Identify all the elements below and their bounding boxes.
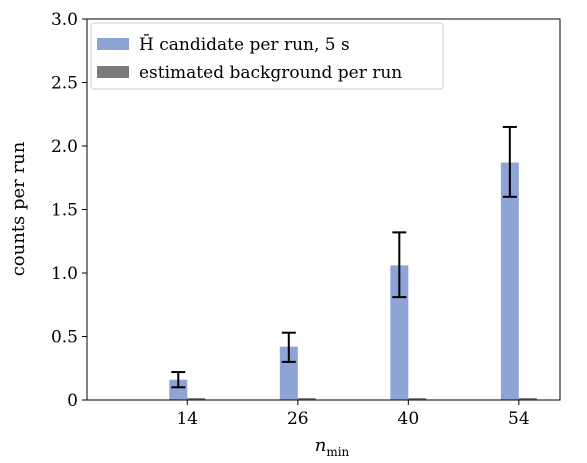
legend-label-background: estimated background per run <box>139 63 402 83</box>
y-axis-title: counts per run <box>8 141 29 276</box>
bars-layer <box>169 162 537 400</box>
y-tick-label-2.0: 2.0 <box>51 137 78 157</box>
legend-swatch-candidate <box>97 38 129 50</box>
y-tick-label-0.5: 0.5 <box>51 328 78 348</box>
x-axis: 14 26 40 54 <box>176 400 530 429</box>
y-tick-label-0: 0 <box>67 391 78 411</box>
legend-label-candidate: H̄ candidate per run, 5 s <box>139 33 350 55</box>
y-axis: 0 0.5 1.0 1.5 2.0 2.5 3.0 <box>51 10 87 411</box>
x-axis-title-main: n <box>315 435 327 456</box>
y-tick-label-1.0: 1.0 <box>51 264 78 284</box>
legend-swatch-background <box>97 66 129 78</box>
x-tick-label-26: 26 <box>287 409 309 429</box>
bar-candidate-40 <box>390 265 409 400</box>
x-axis-title: nmin <box>315 435 350 459</box>
bar-candidate-54 <box>500 162 519 400</box>
x-tick-label-14: 14 <box>176 409 198 429</box>
bar-background-14 <box>187 398 206 400</box>
legend: H̄ candidate per run, 5 s estimated back… <box>90 22 444 90</box>
y-tick-label-2.5: 2.5 <box>51 74 78 94</box>
x-axis-title-sub: min <box>326 445 349 459</box>
bar-background-54 <box>518 398 537 400</box>
bar-background-40 <box>408 398 427 400</box>
y-tick-label-3.0: 3.0 <box>51 10 78 30</box>
x-tick-label-40: 40 <box>398 409 420 429</box>
bar-candidate-26 <box>279 346 298 400</box>
bar-background-26 <box>297 398 316 400</box>
legend-box <box>90 22 444 90</box>
bar-candidate-14 <box>169 379 188 400</box>
y-tick-label-1.5: 1.5 <box>51 201 78 221</box>
x-tick-label-54: 54 <box>508 409 530 429</box>
error-bars-layer <box>171 125 517 389</box>
